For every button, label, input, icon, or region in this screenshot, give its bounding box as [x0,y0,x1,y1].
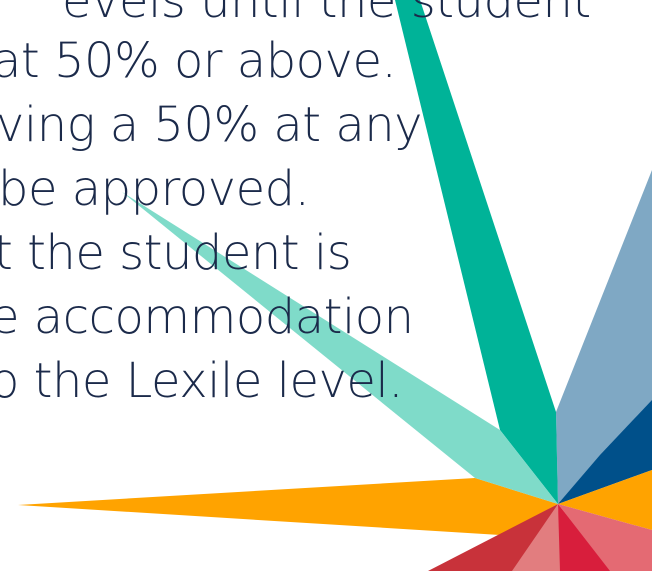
body-text-line-2: at 50% or above. [0,33,397,89]
burst-ray-orange-left [18,478,558,535]
burst-ray-teal [395,0,558,504]
burst-ray-orange-right [558,470,652,530]
body-text-line-6: e accommodation [0,289,414,345]
burst-ray-salmon [558,504,652,571]
body-text-line-3: ving a 50% at any [0,97,423,153]
burst-ray-pink [512,504,562,571]
body-text-line-5: t the student is [0,225,352,281]
body-text-line-1: evels until the student [62,0,591,29]
body-text-line-4: be approved. [0,161,310,217]
body-text-line-7: o the Lexile level. [0,353,404,409]
burst-ray-mint [122,192,558,504]
burst-ray-steel-blue [556,170,652,504]
burst-ray-navy [558,400,652,504]
